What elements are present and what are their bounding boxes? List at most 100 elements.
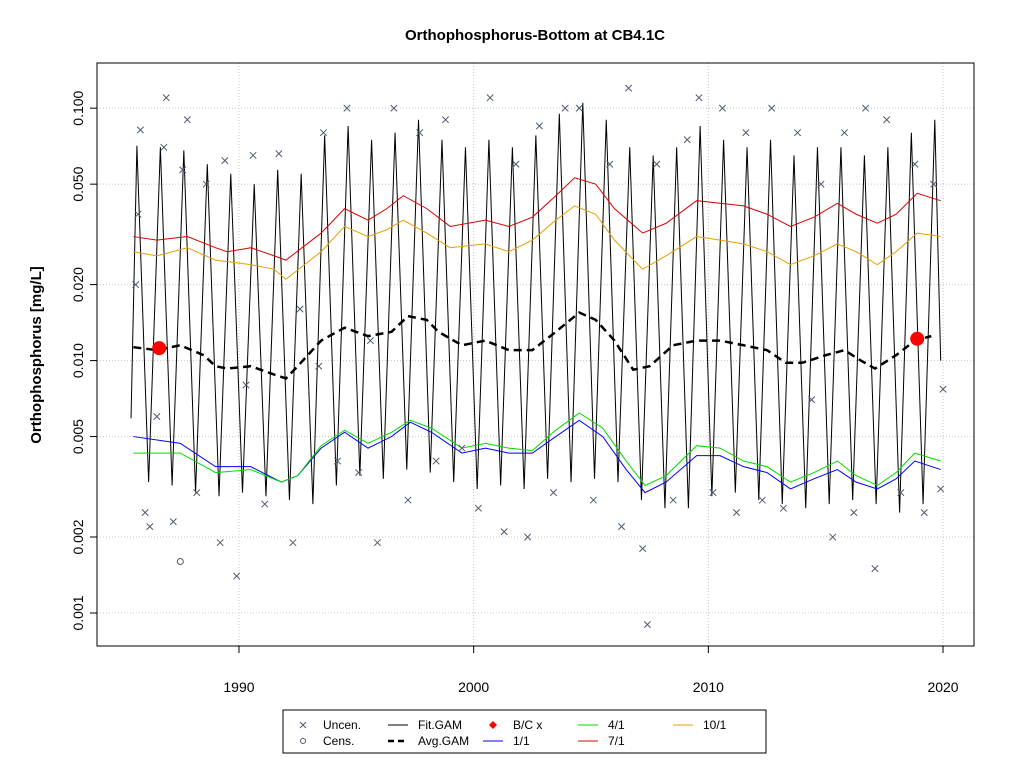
data-point [937,485,945,493]
series-line [133,177,941,261]
series-line [133,205,941,280]
data-point [653,160,661,168]
data-point [862,104,870,112]
legend-label: B/C x [513,718,542,732]
x-tick-label: 1990 [223,679,254,695]
data-point [930,180,938,188]
data-point [669,496,677,504]
data-point [261,500,269,508]
bc-point [152,341,167,356]
chart-title: Orthophosphorus-Bottom at CB4.1C [405,27,665,44]
data-point [153,413,161,421]
data-point [216,539,224,547]
legend-item: Cens. [300,734,354,748]
legend-symbol [299,721,307,729]
data-point [575,104,583,112]
data-point [535,122,543,130]
data-point [709,489,717,497]
data-point [441,116,450,124]
data-point [561,104,569,112]
data-point [589,496,597,504]
data-point [404,496,412,504]
legend-item: 7/1 [578,734,625,748]
data-point [911,160,919,168]
data-point [373,539,381,547]
data-point [233,572,241,580]
data-point [742,129,750,137]
data-point [793,129,802,137]
legend-item: Avg.GAM [388,734,469,748]
data-point [221,157,229,165]
bc-point [910,331,925,346]
legend-label: 4/1 [608,718,625,732]
legend-item: Fit.GAM [388,718,462,732]
data-point [817,180,825,188]
data-point [315,362,323,370]
legend-symbol [300,738,306,744]
y-tick-label: 0.020 [70,267,86,302]
legend-symbol [489,721,497,729]
series-line [133,419,941,494]
data-point [939,385,947,393]
y-tick-label: 0.100 [70,90,86,125]
data-point [617,523,626,531]
data-point [779,504,787,512]
data-point [768,104,776,112]
data-point [920,508,928,517]
data-point [183,116,191,124]
x-tick-label: 2010 [693,679,724,695]
data-point [275,150,283,158]
data-point [474,504,482,512]
data-point [141,508,149,517]
data-point [289,539,297,547]
data-point [333,457,342,465]
x-tick-label: 2020 [927,679,958,695]
data-point [169,518,177,526]
data-point [296,305,304,313]
y-tick-label: 0.005 [70,419,86,454]
data-point [134,210,142,218]
data-point [500,528,508,536]
legend-label: 1/1 [513,734,530,748]
data-point [639,545,647,553]
legend-label: Avg.GAM [418,734,469,748]
data-point [897,489,905,497]
data-point [458,444,466,452]
x-tick-label: 2000 [458,679,489,695]
data-point [695,94,703,102]
data-point [758,496,766,504]
y-tick-label: 0.002 [70,519,86,554]
legend-label: Fit.GAM [418,718,462,732]
data-point [512,160,520,168]
series-line [130,102,942,513]
data-point [242,381,250,389]
data-point [606,160,614,168]
data-point [132,281,140,289]
data-point [624,84,633,92]
data-point [179,166,187,174]
plot-frame [96,62,975,647]
legend-label: 7/1 [608,734,625,748]
y-tick-label: 0.001 [70,595,86,630]
data-point [732,508,741,517]
legend-item: Uncen. [299,718,361,732]
legend-box [282,709,767,754]
data-point [202,180,210,188]
data-point [343,104,351,112]
censored-point [176,557,184,565]
data-point [871,564,879,573]
y-axis-label: Orthophosphorus [mg/L] [28,266,45,443]
legend-item: B/C x [489,718,542,732]
data-point [355,469,363,477]
data-point [549,489,558,497]
data-point [146,523,154,531]
y-tick-label: 0.050 [70,166,86,201]
data-point [319,129,328,137]
series-line [133,311,932,380]
data-point [193,489,201,497]
legend-label: Uncen. [323,718,361,732]
data-point [718,104,726,112]
